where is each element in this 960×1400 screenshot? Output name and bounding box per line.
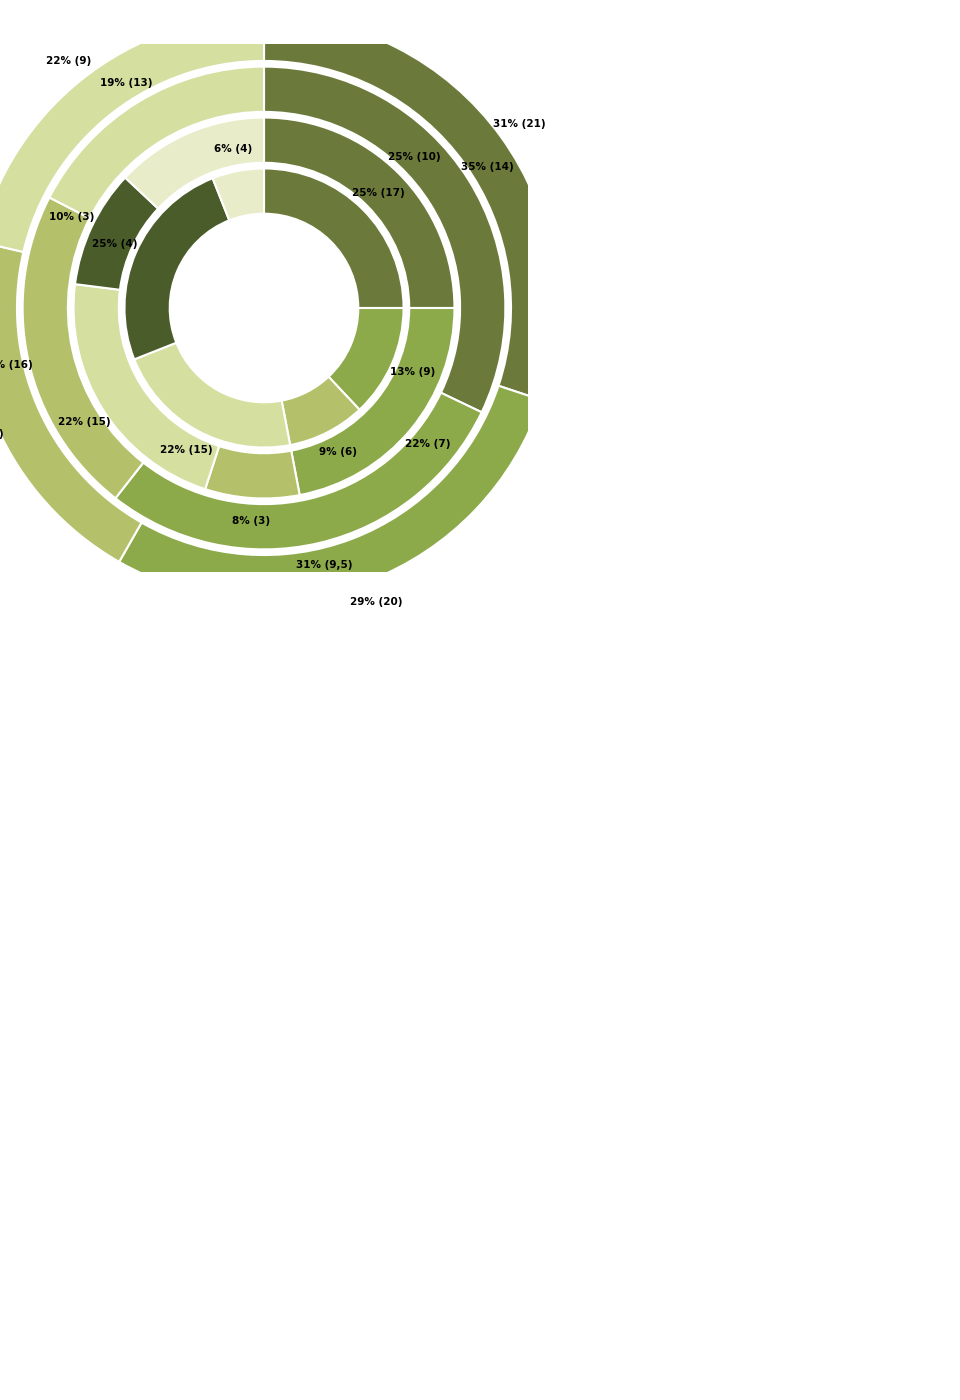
Wedge shape bbox=[264, 118, 454, 308]
Wedge shape bbox=[119, 386, 541, 601]
Text: 22% (7): 22% (7) bbox=[405, 438, 451, 449]
Wedge shape bbox=[125, 178, 229, 360]
Text: 6% (4): 6% (4) bbox=[214, 144, 252, 154]
Text: 8% (3): 8% (3) bbox=[231, 515, 270, 525]
Text: 29% (20): 29% (20) bbox=[350, 596, 403, 608]
Wedge shape bbox=[23, 197, 143, 498]
Text: 25% (17): 25% (17) bbox=[352, 189, 405, 199]
Wedge shape bbox=[115, 393, 482, 549]
Text: 35% (14): 35% (14) bbox=[461, 162, 514, 172]
Text: 9% (6): 9% (6) bbox=[319, 448, 356, 458]
Wedge shape bbox=[49, 67, 264, 218]
Wedge shape bbox=[0, 15, 264, 252]
Wedge shape bbox=[205, 447, 300, 498]
Wedge shape bbox=[74, 284, 219, 489]
Text: 22% (15): 22% (15) bbox=[58, 417, 110, 427]
Wedge shape bbox=[328, 308, 403, 410]
Wedge shape bbox=[125, 118, 264, 209]
Text: 21% (6,5): 21% (6,5) bbox=[0, 428, 4, 440]
Text: 22% (9): 22% (9) bbox=[45, 56, 91, 66]
Wedge shape bbox=[212, 168, 264, 220]
Text: 25% (10): 25% (10) bbox=[389, 153, 441, 162]
Wedge shape bbox=[264, 168, 403, 308]
Text: 24% (16): 24% (16) bbox=[0, 360, 33, 370]
Text: 31% (21): 31% (21) bbox=[493, 119, 545, 129]
Text: 10% (3): 10% (3) bbox=[49, 213, 94, 223]
Wedge shape bbox=[281, 377, 360, 445]
Wedge shape bbox=[75, 178, 158, 290]
Text: 13% (9): 13% (9) bbox=[390, 367, 436, 378]
Wedge shape bbox=[134, 343, 290, 448]
Wedge shape bbox=[264, 15, 556, 400]
Text: 22% (15): 22% (15) bbox=[159, 445, 212, 455]
Text: 31% (9,5): 31% (9,5) bbox=[296, 560, 352, 570]
Text: 25% (4): 25% (4) bbox=[92, 238, 138, 249]
Text: 19% (13): 19% (13) bbox=[100, 77, 153, 88]
Wedge shape bbox=[291, 308, 454, 496]
Wedge shape bbox=[0, 242, 141, 561]
Wedge shape bbox=[264, 67, 505, 412]
